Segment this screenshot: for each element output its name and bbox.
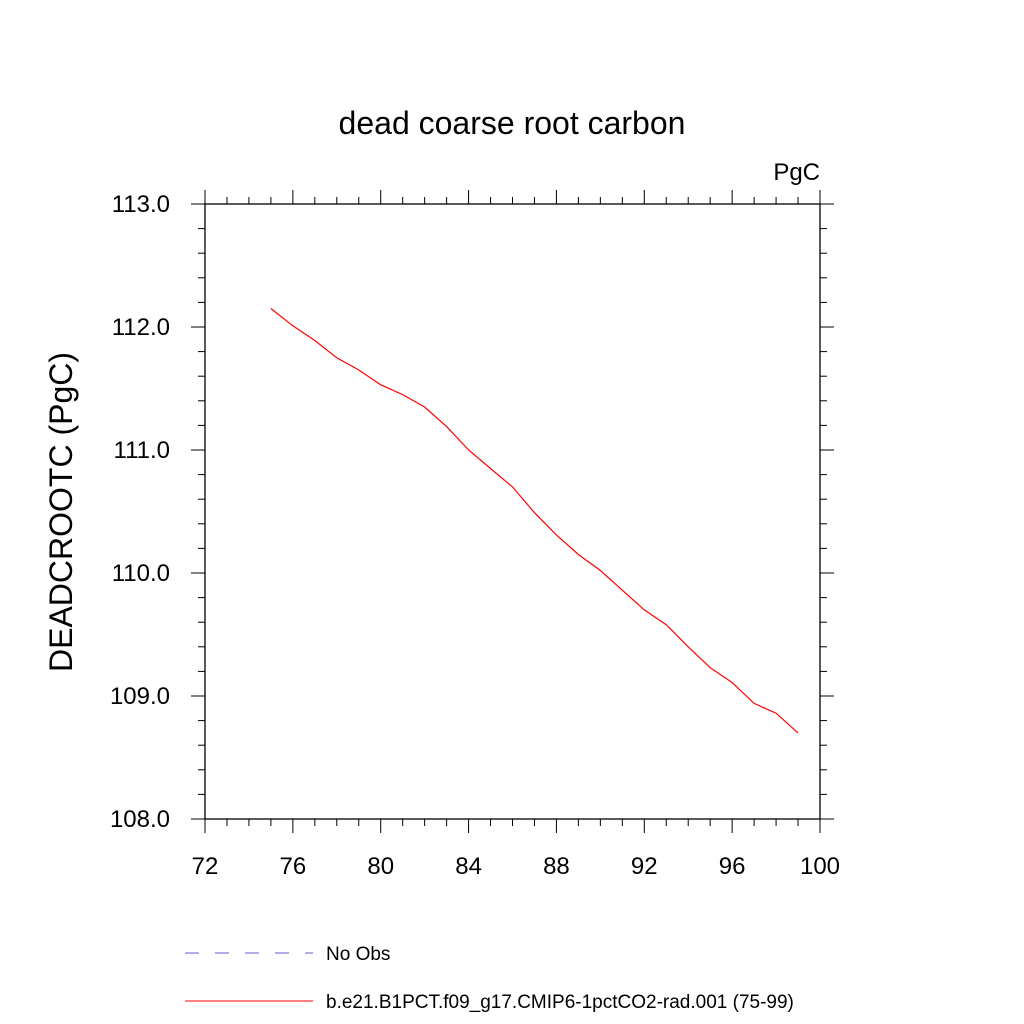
x-tick-label: 100 <box>800 853 840 880</box>
units-label: PgC <box>773 159 820 186</box>
axis-ticks <box>191 190 834 833</box>
y-tick-label: 113.0 <box>112 191 170 218</box>
y-tick-label: 108.0 <box>110 806 170 833</box>
legend-label-0: No Obs <box>326 944 390 965</box>
x-tick-label: 88 <box>543 853 570 880</box>
series-lines <box>270 308 799 734</box>
x-tick-label: 80 <box>367 853 394 880</box>
y-tick-label: 110.0 <box>112 560 170 587</box>
series-line-0 <box>270 308 799 734</box>
y-tick-labels: 108.0 109.0 110.0 111.0 112.0 113.0 <box>110 191 170 833</box>
x-tick-labels: 72 76 80 84 88 92 96 100 <box>192 853 840 880</box>
y-tick-label: 109.0 <box>110 683 170 710</box>
x-tick-label: 92 <box>631 853 658 880</box>
x-tick-label: 72 <box>192 853 219 880</box>
x-tick-label: 96 <box>719 853 746 880</box>
y-tick-label: 111.0 <box>114 437 171 464</box>
y-axis-label: DEADCROOTC (PgC) <box>43 352 79 672</box>
y-tick-label: 112.0 <box>112 314 170 341</box>
plot-frame <box>204 203 821 820</box>
x-tick-label: 84 <box>455 853 482 880</box>
chart-title: dead coarse root carbon <box>339 105 686 141</box>
legend-label-1: b.e21.B1PCT.f09_g17.CMIP6-1pctCO2-rad.00… <box>326 992 794 1013</box>
legend: No Obs b.e21.B1PCT.f09_g17.CMIP6-1pctCO2-… <box>185 944 794 1013</box>
x-tick-label: 76 <box>280 853 307 880</box>
